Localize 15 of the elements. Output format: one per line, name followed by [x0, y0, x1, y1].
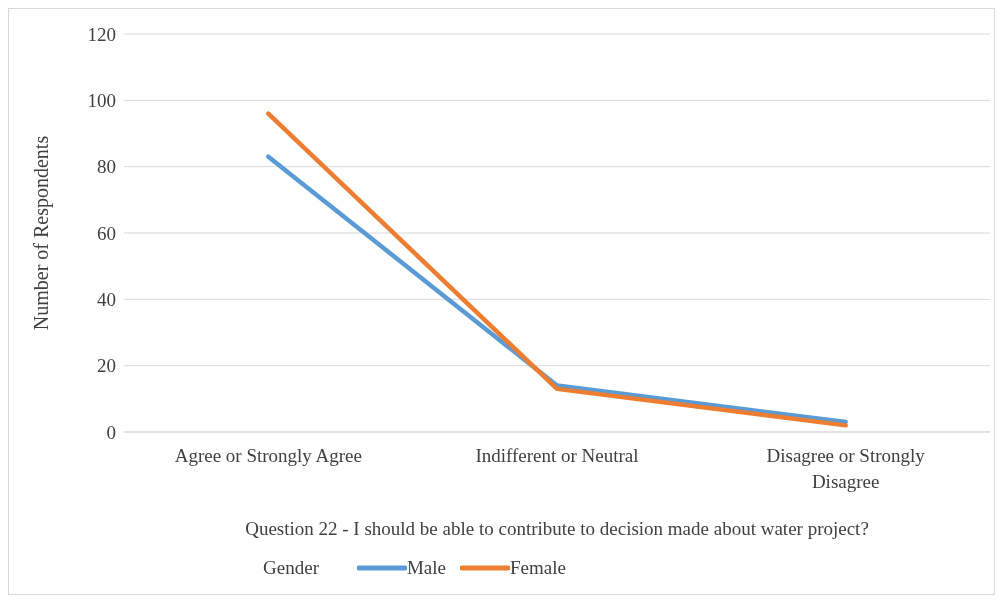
y-tick-label: 20 — [97, 355, 116, 377]
y-tick-label: 80 — [97, 156, 116, 178]
x-tick-label: Indifferent or Neutral — [475, 445, 639, 466]
x-tick-label: Disagree or Strongly Disagree — [766, 445, 926, 492]
y-tick-label: 120 — [87, 23, 116, 45]
y-tick-label: 40 — [97, 289, 116, 311]
y-tick-label: 100 — [87, 90, 116, 112]
legend-label: Male — [406, 557, 447, 579]
legend-title: Gender — [263, 557, 319, 579]
legend-label: Female — [510, 557, 566, 579]
x-axis-title: Question 22 - I should be able to contribute to decision made about water project? — [245, 518, 869, 539]
y-tick-label: 0 — [106, 421, 116, 443]
x-tick-label: Agree or Strongly Agree — [174, 445, 362, 466]
y-tick-label: 60 — [97, 222, 116, 244]
y-axis-title: Number of Respondents — [30, 135, 54, 331]
